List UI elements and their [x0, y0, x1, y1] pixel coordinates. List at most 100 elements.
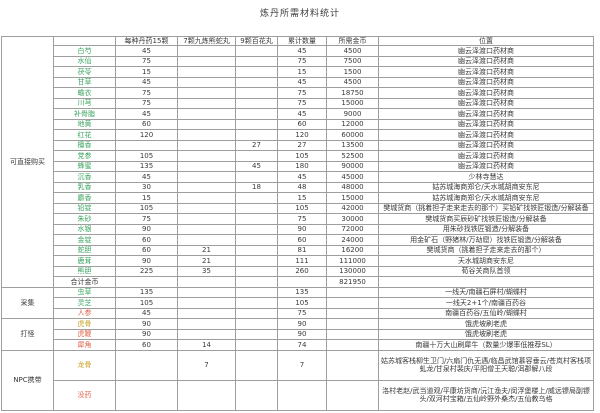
total-qty-cell[interactable]: 27 [277, 139, 327, 152]
group-label-cell[interactable]: 可直接购买 [1, 36, 54, 288]
gold-cost-cell[interactable]: 111000 [326, 255, 379, 267]
qty-pill9-cell[interactable] [235, 45, 278, 57]
gold-cost-cell[interactable]: 42000 [326, 202, 379, 215]
qty-per15-cell[interactable]: 90 [115, 255, 178, 267]
gold-cost-cell[interactable]: 48000 [326, 181, 379, 194]
total-qty-cell[interactable] [277, 276, 327, 288]
qty-pill7-cell[interactable] [177, 192, 236, 204]
gold-cost-cell[interactable]: 30000 [326, 213, 379, 225]
location-cell[interactable]: 一线天2+1个/南疆百药谷 [378, 297, 594, 309]
qty-pill9-cell[interactable] [235, 297, 278, 309]
qty-pill7-cell[interactable] [177, 118, 236, 131]
qty-pill7-cell[interactable]: 35 [177, 265, 236, 278]
qty-per15-cell[interactable]: 90 [115, 318, 178, 330]
qty-per15-cell[interactable]: 45 [115, 45, 178, 57]
total-qty-cell[interactable]: 45 [277, 76, 327, 89]
column-header-cell[interactable] [53, 35, 116, 47]
gold-cost-cell[interactable] [326, 328, 379, 341]
material-name-cell[interactable]: 蛇胆 [53, 244, 116, 257]
material-name-cell[interactable]: 蟾衣 [53, 87, 116, 99]
location-cell[interactable]: 幽云泽渡口药材商 [378, 108, 594, 120]
material-name-cell[interactable]: 甘草 [53, 76, 116, 89]
qty-pill9-cell[interactable] [235, 307, 278, 320]
qty-pill9-cell[interactable] [235, 213, 278, 225]
location-cell[interactable]: 幽云泽渡口药材商 [378, 66, 594, 78]
qty-pill7-cell[interactable]: 7 [177, 349, 236, 381]
total-qty-cell[interactable]: 180 [277, 160, 327, 173]
material-name-cell[interactable]: 犀角 [53, 339, 116, 351]
qty-pill9-cell[interactable] [235, 265, 278, 278]
qty-pill9-cell[interactable] [235, 87, 278, 99]
total-qty-cell[interactable]: 75 [277, 97, 327, 110]
material-name-cell[interactable]: 蜂蜜 [53, 160, 116, 173]
location-cell[interactable]: 幽云泽渡口药材商 [378, 160, 594, 173]
qty-pill9-cell[interactable] [235, 255, 278, 267]
total-qty-cell[interactable]: 45 [277, 171, 327, 183]
gold-cost-cell[interactable]: 16200 [326, 244, 379, 257]
total-qty-cell[interactable]: 75 [277, 307, 327, 320]
location-cell[interactable]: 姑苏城海商郑仑/天水城胡商安东尼 [378, 192, 594, 204]
total-qty-cell[interactable]: 75 [277, 87, 327, 99]
qty-pill9-cell[interactable]: 27 [235, 139, 278, 152]
material-name-cell[interactable]: 红花 [53, 129, 116, 141]
gold-cost-cell[interactable]: 45000 [326, 171, 379, 183]
location-cell[interactable]: 南疆百药谷/五仙岭/蝴蝶村 [378, 307, 594, 320]
location-cell[interactable]: 少林寺慧达 [378, 171, 594, 183]
qty-per15-cell[interactable]: 45 [115, 76, 178, 89]
qty-per15-cell[interactable]: 75 [115, 213, 178, 225]
qty-pill7-cell[interactable] [177, 318, 236, 330]
location-cell[interactable]: 幽云泽渡口药材商 [378, 45, 594, 57]
qty-pill9-cell[interactable]: 18 [235, 181, 278, 194]
qty-per15-cell[interactable]: 105 [115, 202, 178, 215]
material-name-cell[interactable]: 水仙 [53, 55, 116, 68]
gold-cost-cell[interactable]: 7500 [326, 55, 379, 68]
qty-per15-cell[interactable]: 45 [115, 108, 178, 120]
qty-pill7-cell[interactable]: 21 [177, 244, 236, 257]
material-name-cell[interactable]: 金锭 [53, 234, 116, 246]
qty-per15-cell[interactable]: 60 [115, 118, 178, 131]
total-qty-cell[interactable]: 105 [277, 202, 327, 215]
qty-pill9-cell[interactable] [235, 318, 278, 330]
material-name-cell[interactable]: 铅锭 [53, 202, 116, 215]
total-qty-cell[interactable]: 105 [277, 150, 327, 162]
qty-pill9-cell[interactable] [235, 276, 278, 288]
material-name-cell[interactable]: 茯苓 [53, 66, 116, 78]
material-name-cell[interactable]: 川芎 [53, 97, 116, 110]
total-qty-cell[interactable]: 45 [277, 45, 327, 57]
location-cell[interactable]: 姑苏城海商郑仑/天水城胡商安东尼 [378, 181, 594, 194]
qty-pill7-cell[interactable] [177, 87, 236, 99]
location-cell[interactable]: 一线天/南疆石屏村/蝴蝶村 [378, 286, 594, 299]
location-cell[interactable]: 樊城货商（挑着担子走来走去的那个） [378, 244, 594, 257]
qty-per15-cell[interactable]: 45 [115, 307, 178, 320]
qty-pill7-cell[interactable] [177, 379, 236, 411]
location-cell[interactable]: 幽云泽渡口药材商 [378, 118, 594, 131]
qty-per15-cell[interactable]: 75 [115, 97, 178, 110]
total-qty-cell[interactable]: 48 [277, 181, 327, 194]
qty-pill7-cell[interactable] [177, 181, 236, 194]
gold-cost-cell[interactable]: 60000 [326, 129, 379, 141]
qty-pill7-cell[interactable] [177, 234, 236, 246]
column-header-cell[interactable]: 9颗百花丸 [235, 35, 278, 47]
qty-pill7-cell[interactable] [177, 276, 236, 288]
location-cell[interactable]: 饿虎坡刷老虎 [378, 318, 594, 330]
qty-pill9-cell[interactable] [235, 76, 278, 89]
location-cell[interactable]: 用金矿石（野猪林/万劫窟）找铁匠锻造/分解装备 [378, 234, 594, 246]
location-cell[interactable]: 洛村老赵/武当道观/平康坊货商/沅江渔夫/闵浮堡楼上/威远镖局副镖头/双河村宝箱… [378, 379, 594, 411]
gold-cost-cell[interactable]: 9000 [326, 108, 379, 120]
group-label-cell[interactable]: 采集 [1, 286, 54, 320]
qty-per15-cell[interactable] [115, 276, 178, 288]
gold-cost-cell[interactable]: 15000 [326, 192, 379, 204]
qty-pill9-cell[interactable] [235, 118, 278, 131]
qty-pill7-cell[interactable]: 14 [177, 339, 236, 351]
material-name-cell[interactable]: 朱砂 [53, 213, 116, 225]
qty-pill7-cell[interactable] [177, 160, 236, 173]
column-header-cell[interactable]: 7颗九炼熊蛇丸 [177, 35, 236, 47]
material-name-cell[interactable]: 虫草 [53, 286, 116, 299]
location-cell[interactable]: 幽云泽渡口药材商 [378, 87, 594, 99]
gold-cost-cell[interactable]: 15000 [326, 97, 379, 110]
qty-pill9-cell[interactable] [235, 379, 278, 411]
qty-per15-cell[interactable]: 90 [115, 328, 178, 341]
total-qty-cell[interactable]: 60 [277, 118, 327, 131]
gold-cost-cell[interactable]: 24000 [326, 234, 379, 246]
qty-per15-cell[interactable]: 135 [115, 286, 178, 299]
